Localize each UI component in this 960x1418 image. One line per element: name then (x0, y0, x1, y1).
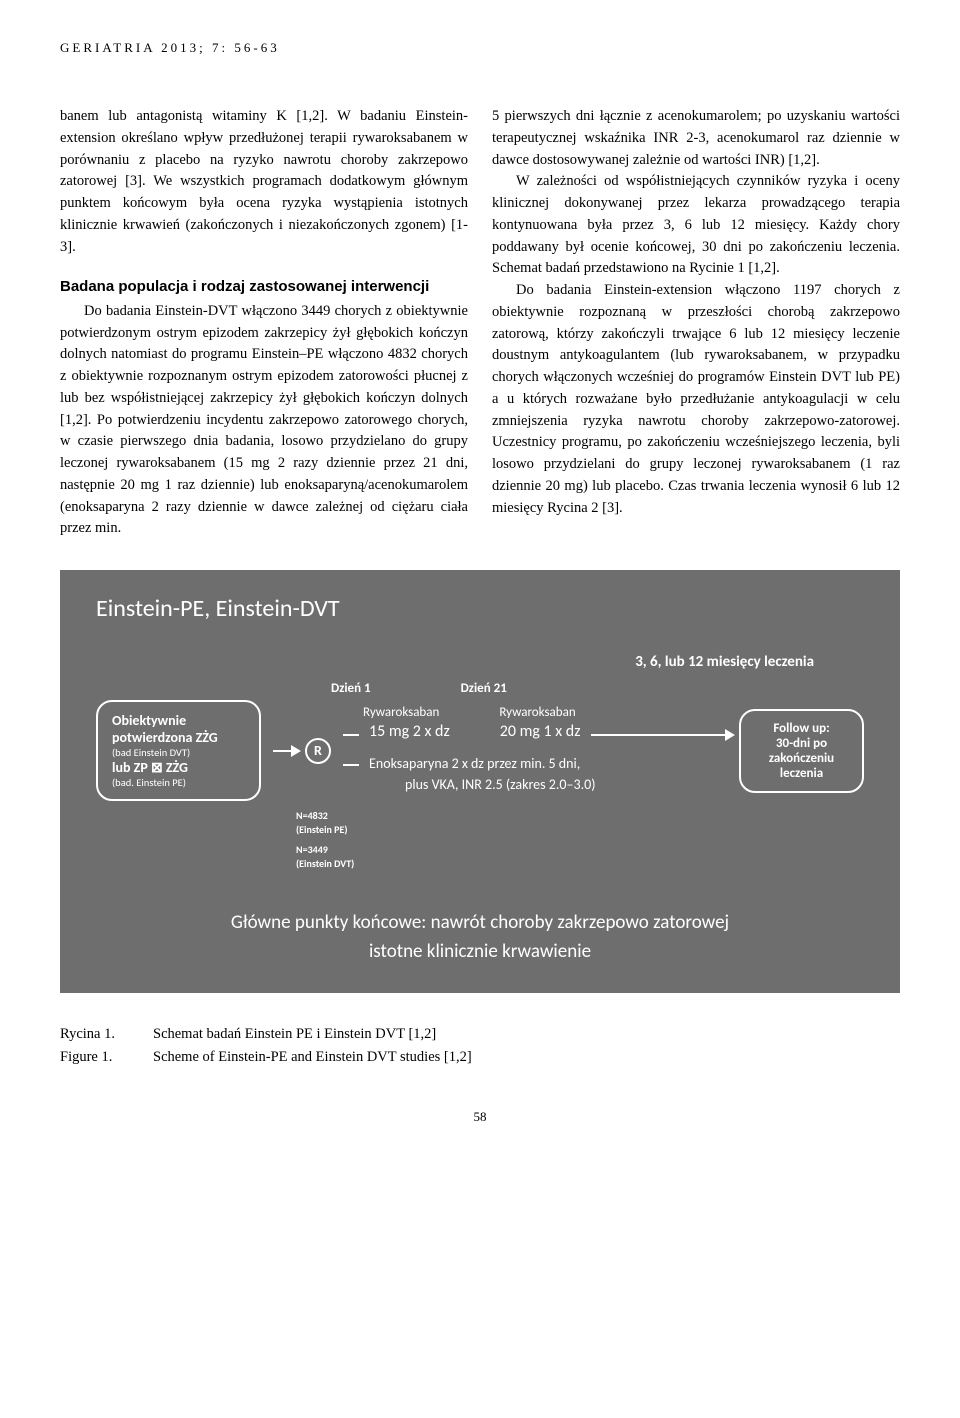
caption-text: Scheme of Einstein-PE and Einstein DVT s… (153, 1046, 472, 1069)
n-study: (Einstein DVT) (296, 857, 864, 871)
n-value: N=4832 (296, 809, 864, 823)
sample-size-labels: N=4832 (Einstein PE) N=3449 (Einstein DV… (296, 809, 864, 871)
caption-label: Figure 1. (60, 1046, 135, 1069)
arrow-icon (343, 764, 359, 766)
column-left: banem lub antagonistą witaminy K [1,2]. … (60, 106, 468, 540)
day-label: Dzień 21 (461, 681, 507, 696)
n-value: N=3449 (296, 843, 864, 857)
paragraph: 5 pierwszych dni łącznie z acenokumarole… (492, 106, 900, 171)
two-column-body: banem lub antagonistą witaminy K [1,2]. … (60, 106, 900, 540)
paragraph: Do badania Einstein-DVT włączono 3449 ch… (60, 301, 468, 540)
dose-text: 15 mg 2 x dz (369, 722, 450, 741)
figure-caption: Rycina 1. Schemat badań Einstein PE i Ei… (60, 1023, 900, 1069)
figure-flowchart: Einstein-PE, Einstein-DVT 3, 6, lub 12 m… (60, 570, 900, 993)
box-line: potwierdzona ZŻG (112, 729, 245, 746)
n-study: (Einstein PE) (296, 823, 864, 837)
box-line: (bad Einstein DVT) (112, 746, 245, 759)
flow-row: Obiektywnie potwierdzona ZŻG (bad Einste… (96, 700, 864, 801)
treatment-text: Enoksaparyna 2 x dz przez min. 5 dni, (369, 755, 580, 772)
column-right: 5 pierwszych dni łącznie z acenokumarole… (492, 106, 900, 540)
followup-box: Follow up: 30-dni po zakończeniu leczeni… (739, 709, 864, 793)
inclusion-box: Obiektywnie potwierdzona ZŻG (bad Einste… (96, 700, 261, 801)
randomization-node: R (305, 738, 331, 764)
dose-text: 20 mg 1 x dz (500, 722, 581, 741)
box-line: Obiektywnie (112, 712, 245, 729)
paragraph: banem lub antagonistą witaminy K [1,2]. … (60, 106, 468, 258)
figure-footer: Główne punkty końcowe: nawrót choroby za… (96, 911, 864, 963)
arrow-icon (343, 734, 359, 736)
arrow-icon (591, 734, 727, 736)
figure-title: Einstein-PE, Einstein-DVT (96, 594, 864, 623)
treatment-day-labels: Dzień 1 Dzień 21 (311, 681, 724, 700)
treatment-text: plus VKA, INR 2.5 (zakres 2.0–3.0) (405, 776, 727, 793)
paragraph: W zależności od współistniejących czynni… (492, 171, 900, 280)
box-line: Follow up: (755, 721, 848, 736)
box-line: (bad. Einstein PE) (112, 776, 245, 789)
paragraph: Do badania Einstein-extension włączono 1… (492, 280, 900, 519)
box-line: lub ZP ⊠ ZŻG (112, 759, 245, 776)
box-line: zakończeniu (755, 751, 848, 766)
box-line: 30-dni po (755, 736, 848, 751)
drug-name: Rywaroksaban (499, 705, 575, 720)
drug-name: Rywaroksaban (363, 705, 439, 720)
arrow-icon (273, 750, 293, 752)
endpoint-text: Główne punkty końcowe: nawrót choroby za… (96, 911, 864, 934)
page-number: 58 (60, 1109, 900, 1125)
section-heading: Badana populacja i rodzaj zastosowanej i… (60, 276, 468, 299)
figure-subtitle: 3, 6, lub 12 miesięcy leczenia (96, 653, 864, 671)
journal-header: GERIATRIA 2013; 7: 56-63 (60, 40, 900, 56)
treatment-block: Rywaroksaban Rywaroksaban 15 mg 2 x dz 2… (343, 705, 727, 797)
day-label: Dzień 1 (331, 681, 371, 696)
caption-text: Schemat badań Einstein PE i Einstein DVT… (153, 1023, 436, 1046)
box-line: leczenia (755, 766, 848, 781)
endpoint-text: istotne klinicznie krwawienie (96, 940, 864, 963)
caption-label: Rycina 1. (60, 1023, 135, 1046)
